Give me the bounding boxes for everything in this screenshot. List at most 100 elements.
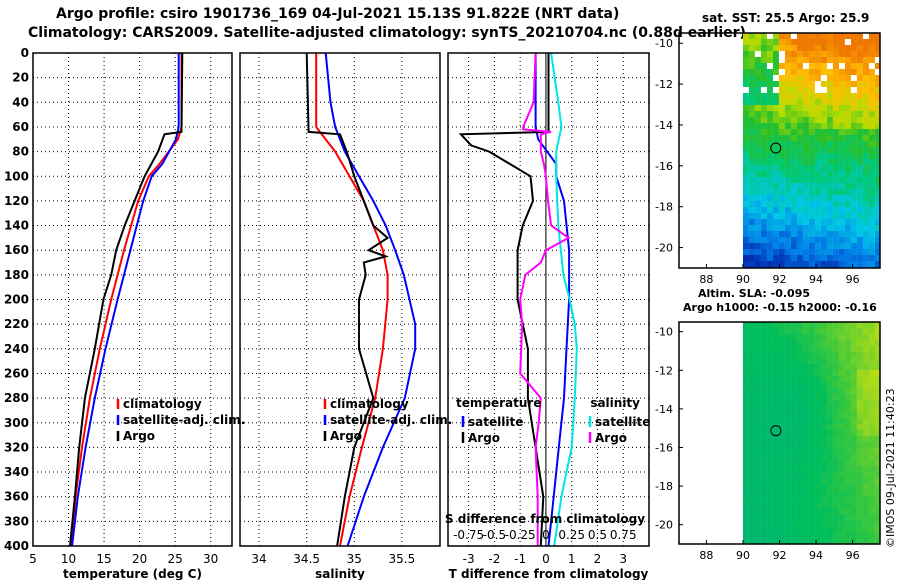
map-cell bbox=[784, 189, 791, 195]
map-cell bbox=[850, 105, 857, 111]
map-cell bbox=[874, 33, 880, 39]
map-cell bbox=[838, 213, 845, 219]
map-cell bbox=[790, 195, 797, 201]
map-cell bbox=[868, 99, 875, 105]
map-cell bbox=[838, 195, 845, 201]
map-cell bbox=[802, 346, 809, 352]
series-line-salinity-1 bbox=[324, 52, 417, 547]
legend-label-difference-0: satellite bbox=[468, 415, 523, 429]
map-cell bbox=[832, 117, 839, 123]
map-cell bbox=[832, 111, 839, 117]
map-cell bbox=[766, 51, 773, 57]
map-cell bbox=[808, 334, 815, 340]
map-cell bbox=[844, 165, 851, 171]
map-cell bbox=[832, 45, 839, 51]
map-cell bbox=[742, 430, 749, 436]
map-cell bbox=[778, 183, 785, 189]
map-cell bbox=[874, 460, 880, 466]
map-cell bbox=[748, 532, 755, 538]
map-cell bbox=[748, 165, 755, 171]
map-y-tick-label-sst-map: -12 bbox=[655, 78, 673, 91]
map-cell bbox=[838, 201, 845, 207]
map-cell bbox=[814, 490, 821, 496]
map-cell bbox=[844, 484, 851, 490]
map-cell bbox=[754, 93, 761, 99]
map-cell bbox=[874, 448, 880, 454]
map-cell bbox=[742, 93, 749, 99]
map-cell bbox=[874, 436, 880, 442]
map-cell bbox=[826, 111, 833, 117]
map-cell bbox=[796, 508, 803, 514]
s-tick-label: 0 bbox=[542, 528, 550, 542]
map-cell bbox=[808, 39, 815, 45]
map-cell bbox=[754, 63, 761, 69]
map-cell bbox=[772, 261, 779, 267]
map-cell bbox=[868, 334, 875, 340]
map-cell bbox=[778, 165, 785, 171]
map-cell bbox=[862, 45, 869, 51]
map-cell bbox=[784, 51, 791, 57]
map-cell bbox=[850, 352, 857, 358]
map-cell bbox=[832, 508, 839, 514]
map-cell bbox=[766, 207, 773, 213]
map-cell bbox=[760, 460, 767, 466]
map-cell bbox=[802, 448, 809, 454]
map-cell bbox=[832, 460, 839, 466]
map-cell bbox=[850, 39, 857, 45]
map-cell bbox=[862, 153, 869, 159]
map-cell bbox=[832, 364, 839, 370]
map-cell bbox=[796, 39, 803, 45]
map-cell bbox=[748, 153, 755, 159]
series-line-difference-2 bbox=[550, 52, 578, 547]
map-cell bbox=[826, 57, 833, 63]
map-cell bbox=[844, 135, 851, 141]
map-cell bbox=[856, 496, 863, 502]
map-cell bbox=[874, 195, 880, 201]
map-cell bbox=[820, 201, 827, 207]
map-cell bbox=[802, 400, 809, 406]
map-cell bbox=[778, 370, 785, 376]
map-cell bbox=[778, 460, 785, 466]
map-cell bbox=[868, 538, 875, 544]
map-cell bbox=[778, 406, 785, 412]
legend-label-salinity-1: satellite-adj. clim. bbox=[330, 413, 452, 427]
map-cell bbox=[850, 322, 857, 328]
map-cell bbox=[814, 538, 821, 544]
map-cell bbox=[826, 424, 833, 430]
map-cell bbox=[760, 418, 767, 424]
map-cell bbox=[838, 123, 845, 129]
map-cell bbox=[778, 237, 785, 243]
map-cell bbox=[742, 63, 749, 69]
map-cell bbox=[748, 33, 755, 39]
map-cell bbox=[790, 201, 797, 207]
map-cell bbox=[820, 63, 827, 69]
map-cell bbox=[856, 135, 863, 141]
map-cell bbox=[742, 255, 749, 261]
map-cell bbox=[808, 165, 815, 171]
map-cell bbox=[868, 346, 875, 352]
map-cell bbox=[754, 189, 761, 195]
legend-label-salinity-2: Argo bbox=[330, 429, 362, 443]
map-cell bbox=[802, 207, 809, 213]
map-cell bbox=[808, 508, 815, 514]
map-cell bbox=[754, 159, 761, 165]
map-x-tick-label-sla-map: 96 bbox=[846, 549, 860, 562]
map-cell bbox=[844, 388, 851, 394]
map-cell bbox=[850, 328, 857, 334]
map-cell bbox=[742, 195, 749, 201]
map-cell bbox=[802, 436, 809, 442]
map-cell bbox=[838, 105, 845, 111]
map-cell bbox=[760, 81, 767, 87]
map-cell bbox=[802, 231, 809, 237]
map-cell bbox=[844, 255, 851, 261]
map-cell bbox=[832, 538, 839, 544]
map-cell bbox=[814, 105, 821, 111]
map-cell bbox=[808, 81, 815, 87]
map-cell bbox=[748, 39, 755, 45]
map-cell bbox=[844, 358, 851, 364]
map-cell bbox=[748, 57, 755, 63]
map-cell bbox=[874, 153, 880, 159]
map-cell bbox=[766, 400, 773, 406]
map-cell bbox=[874, 219, 880, 225]
map-cell bbox=[814, 201, 821, 207]
